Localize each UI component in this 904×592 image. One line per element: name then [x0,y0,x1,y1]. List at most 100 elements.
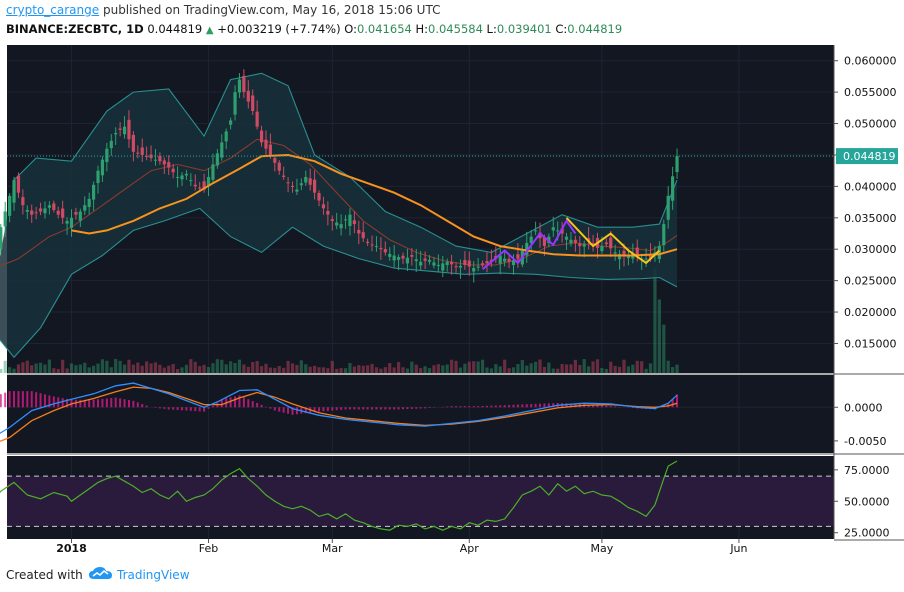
candle-body [361,232,365,239]
tradingview-brand-link[interactable]: TradingView [117,568,190,582]
volume-bar [246,366,250,373]
volume-bar [56,369,60,373]
time-axis[interactable]: 2018 Feb Mar Apr May Jun [7,539,834,556]
volume-bar [167,365,171,373]
purple-zigzag [481,219,577,271]
time-axis-label: 2018 [56,542,87,555]
candle-body [74,211,78,215]
volume-bar [547,362,551,373]
candle-body [224,131,228,142]
candle-body [175,176,180,178]
volume-bar [140,365,144,373]
candle-body [92,184,96,200]
volume-bar [122,364,127,373]
candle-body [47,205,51,208]
time-axis-label: Apr [460,542,480,555]
volume-bar [295,364,299,373]
volume-bar [626,366,631,373]
candle-body [330,219,334,221]
volume-bar [485,367,489,373]
candle-body [52,203,56,210]
candle-body [578,243,582,247]
triangle-up-icon: ▲ [205,25,214,36]
candle-body [476,266,480,268]
candle-body [450,261,454,265]
author-link[interactable]: crypto_carange [6,3,100,17]
candle-body [569,239,573,244]
candle-body [388,253,392,257]
volume-bar [427,368,432,373]
candle-body [56,210,60,215]
axis-tick-label: -0.0050 [844,435,886,448]
candle-body [529,236,533,243]
candle-body [38,208,43,212]
candle-body [516,254,520,259]
candle-body [379,247,383,250]
volume-bar [286,360,290,373]
candle-body [78,211,82,221]
candle-body [485,261,489,264]
candle-body [282,175,286,177]
slow-moving-average-line [71,153,678,257]
volume-bar [326,368,330,373]
candle-body [383,249,387,253]
volume-bar [396,362,401,373]
macd-pane-bg [7,375,834,453]
bollinger-upper-line [13,72,678,253]
tradingview-cloud-icon[interactable] [88,566,114,586]
volume-bar [220,359,224,373]
volume-bar [118,360,122,373]
candle-body [392,255,396,261]
candle-body [21,197,25,206]
volume-bar [392,367,396,373]
candle-body [441,263,445,271]
volume-bar [511,367,516,373]
volume-bar [503,359,507,373]
volume-bar [454,360,458,373]
volume-bar [666,360,670,373]
created-with-text: Created with [6,568,83,582]
volume-bar [542,366,547,373]
volume-bar [127,359,131,373]
volume-bar [388,363,392,373]
candle-body [458,265,463,268]
candle-body [295,189,299,192]
axis-tick-label: 0.0000 [844,401,883,414]
candle-body [189,180,193,182]
candle-body [582,243,586,247]
candle-body [153,159,158,161]
candle-body [290,185,295,187]
volume-bar [564,364,569,373]
candle-body [507,258,511,262]
candle-body [140,147,144,155]
candle-body [617,253,622,260]
candle-body [171,168,175,173]
candle-body [193,184,197,187]
volume-bar [30,365,34,373]
candle-body [25,209,29,212]
candle-body [348,214,352,227]
candle-body [127,119,131,140]
volume-bar [383,367,387,373]
volume-bar [569,364,573,373]
time-axis-label: Mar [322,542,343,555]
volume-bar [92,365,96,373]
volume-bar [277,365,281,373]
open-value: 0.041654 [356,22,412,36]
candle-body [136,152,140,154]
candle-body [666,195,670,220]
candle-body [167,162,171,168]
candle-body [657,246,661,260]
volume-bar [8,367,12,373]
volume-bar [578,364,582,373]
candle-body [591,243,595,245]
candle-body [12,180,16,203]
candle-body [600,246,604,252]
volume-bar [441,365,445,373]
volume-bar [109,367,113,373]
axis-tick-label: 75.0000 [844,464,890,477]
volume-bar [251,362,255,373]
candle-body [0,227,3,249]
last-price-tag-box [836,148,898,165]
